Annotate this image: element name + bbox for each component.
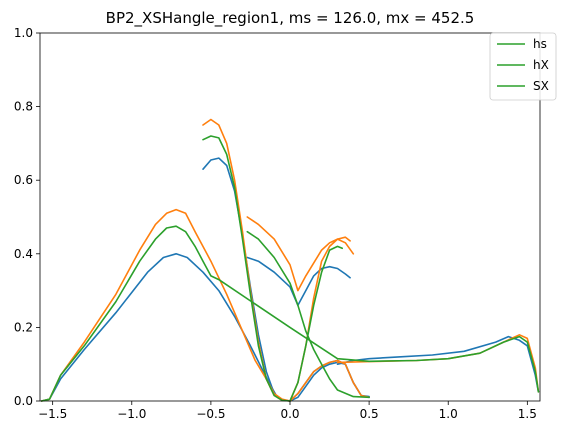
series-line-1 <box>202 157 370 402</box>
y-tick-label: 0.4 <box>14 247 33 261</box>
y-tick-label: 0.2 <box>14 320 33 334</box>
series-line-3 <box>336 335 540 393</box>
x-tick-label: 1.5 <box>518 407 537 421</box>
y-tick-label: 0.0 <box>14 394 33 408</box>
y-tick-label: 0.6 <box>14 173 33 187</box>
x-tick-label: 1.0 <box>439 407 458 421</box>
legend-box <box>489 32 557 101</box>
legend-label: hX <box>533 58 549 72</box>
series-line-8 <box>40 225 540 402</box>
legend-label: hs <box>533 37 547 51</box>
legend-label: SX <box>533 79 549 93</box>
series-line-6 <box>246 216 351 292</box>
x-tick-label: 0.5 <box>360 407 379 421</box>
series-line-5 <box>202 118 355 402</box>
x-tick-label: −1.5 <box>38 407 67 421</box>
y-axis: 0.0 0.2 0.4 0.6 0.8 1.0 <box>14 26 40 408</box>
plot-frame <box>39 32 541 402</box>
x-axis: −1.5 −1.0 −0.5 0.0 0.5 1.0 1.5 <box>38 401 537 421</box>
legend: hs hX SX <box>489 32 557 101</box>
series-line-2 <box>246 256 351 307</box>
x-tick-label: 0.0 <box>280 407 299 421</box>
x-tick-label: −0.5 <box>196 407 225 421</box>
series-line-7 <box>336 333 540 393</box>
series-layer <box>40 118 540 402</box>
y-tick-label: 1.0 <box>14 26 33 40</box>
x-tick-label: −1.0 <box>117 407 146 421</box>
series-line-10 <box>246 230 370 399</box>
series-line-4 <box>40 208 370 402</box>
chart-title: BP2_XSHangle_region1, ms = 126.0, mx = 4… <box>106 9 475 28</box>
series-line-9 <box>202 135 344 402</box>
y-tick-label: 0.8 <box>14 100 33 114</box>
